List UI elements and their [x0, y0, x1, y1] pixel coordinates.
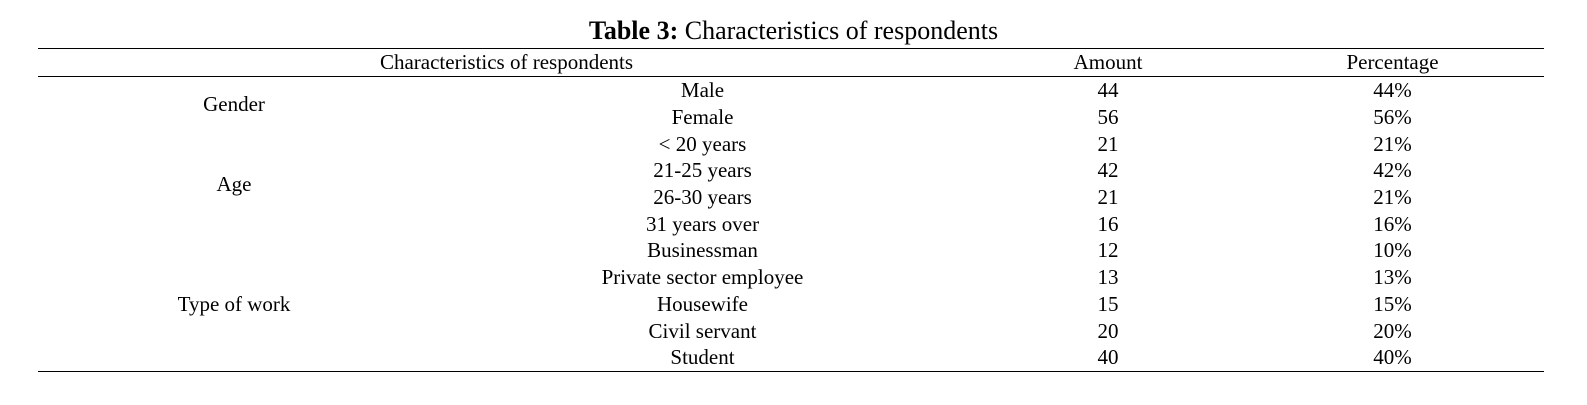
amount-cell: 40	[1097, 345, 1119, 370]
category-cell: Student	[670, 345, 735, 370]
table-row: 21-25 years 42 42%	[38, 157, 1544, 184]
percentage-cell: 21%	[1373, 185, 1412, 210]
table-header: Characteristics of respondents Amount Pe…	[38, 48, 1544, 77]
category-cell: Private sector employee	[601, 265, 804, 290]
table-caption: Table 3: Characteristics of respondents	[0, 14, 1587, 48]
amount-cell: 21	[1097, 185, 1119, 210]
amount-cell: 44	[1097, 78, 1119, 103]
amount-cell: 13	[1097, 265, 1119, 290]
percentage-cell: 42%	[1373, 158, 1412, 183]
category-cell: Housewife	[657, 291, 748, 316]
category-cell: Civil servant	[648, 318, 757, 343]
table-row: Gender Male 44 44%	[38, 77, 1544, 115]
amount-cell: 42	[1097, 158, 1119, 183]
table-row: Type of work Businessman 12 10%	[38, 237, 1544, 315]
category-cell: Male	[680, 78, 725, 103]
category-cell: < 20 years	[658, 131, 747, 156]
percentage-cell: 16%	[1373, 211, 1412, 236]
percentage-cell: 10%	[1373, 238, 1412, 263]
group-label-type-of-work: Type of work	[177, 291, 291, 316]
percentage-cell: 56%	[1373, 105, 1412, 130]
category-cell: 26-30 years	[653, 185, 752, 210]
category-cell: 31 years over	[645, 211, 760, 236]
table-row: 26-30 years 21 21%	[38, 184, 1544, 211]
table-row: 31 years over 16 16%	[38, 210, 1544, 237]
percentage-cell: 20%	[1373, 318, 1412, 343]
table-caption-text: Characteristics of respondents	[684, 16, 999, 45]
amount-cell: 12	[1097, 238, 1119, 263]
table-body: Gender Male 44 44% Female 56 56% Age < 2…	[38, 77, 1544, 372]
amount-cell: 15	[1097, 291, 1119, 316]
amount-cell: 16	[1097, 211, 1119, 236]
table-row: Civil servant 20 20%	[38, 317, 1544, 344]
table-caption-label: Table 3:	[588, 16, 679, 45]
header-amount: Amount	[1073, 50, 1143, 74]
header-characteristics: Characteristics of respondents	[379, 50, 634, 74]
table-row: Private sector employee 13 13%	[38, 264, 1544, 291]
table-row: Age < 20 years 21 21%	[38, 130, 1544, 196]
percentage-cell: 40%	[1373, 345, 1412, 370]
category-cell: Female	[671, 105, 734, 130]
group-label-age: Age	[216, 171, 252, 196]
percentage-cell: 44%	[1373, 78, 1412, 103]
group-label-gender: Gender	[203, 91, 265, 116]
table-row: Student 40 40%	[38, 344, 1544, 372]
header-row: Characteristics of respondents Amount Pe…	[38, 48, 1544, 77]
category-cell: 21-25 years	[653, 158, 752, 183]
header-percentage: Percentage	[1346, 50, 1439, 74]
category-cell: Businessman	[647, 238, 758, 263]
percentage-cell: 15%	[1373, 291, 1412, 316]
respondents-table: Characteristics of respondents Amount Pe…	[38, 48, 1544, 372]
amount-cell: 21	[1097, 131, 1119, 156]
table-row: Female 56 56%	[38, 104, 1544, 131]
percentage-cell: 13%	[1373, 265, 1412, 290]
amount-cell: 56	[1097, 105, 1119, 130]
percentage-cell: 21%	[1373, 131, 1412, 156]
amount-cell: 20	[1097, 318, 1119, 343]
table-row: Housewife 15 15%	[38, 291, 1544, 318]
